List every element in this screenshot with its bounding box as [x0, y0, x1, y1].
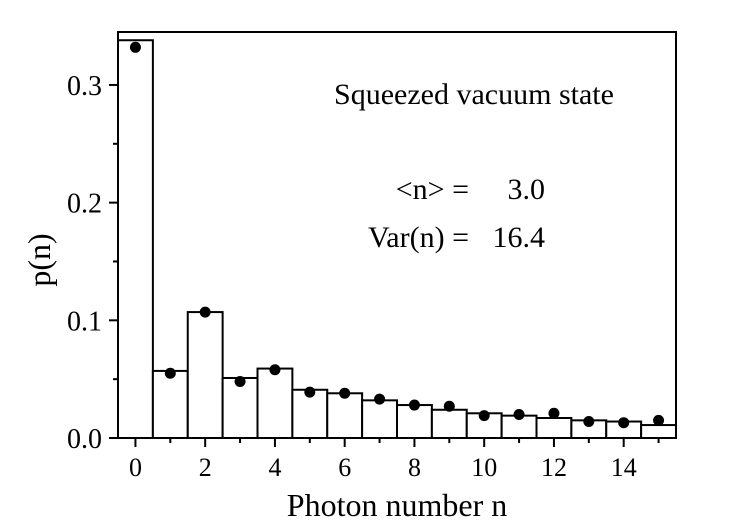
point-series: [129, 41, 665, 429]
y-axis-label: p(n): [21, 233, 57, 286]
point-n0: [129, 41, 141, 53]
point-n5: [304, 386, 316, 398]
point-n6: [339, 387, 351, 399]
point-n9: [443, 400, 455, 412]
mean-value: 3.0: [508, 173, 546, 206]
point-n2: [199, 306, 211, 318]
bar-n6: [326, 392, 364, 439]
bar-n9: [430, 408, 468, 440]
var-label: Var(n) =: [368, 221, 469, 254]
x-tick-label: 12: [541, 453, 567, 482]
x-tick-label: 0: [129, 453, 142, 482]
bar-n7: [361, 399, 398, 440]
bar-n0: [117, 39, 154, 440]
x-tick-label: 10: [471, 453, 497, 482]
point-n13: [583, 416, 595, 428]
y-tick-label: 0.3: [67, 71, 102, 102]
tick-labels: 0 2 4 6 8 10 12 14 0.0 0.1 0.2 0.3: [67, 71, 637, 482]
bar-n4: [256, 367, 294, 439]
chart-title: Squeezed vacuum state: [334, 78, 614, 111]
y-tick-label: 0.2: [67, 189, 102, 220]
point-n3: [234, 376, 246, 388]
point-n10: [478, 410, 490, 422]
point-n1: [164, 367, 176, 379]
mean-label: <n> =: [396, 173, 469, 206]
bar-n1: [151, 369, 189, 440]
point-n11: [513, 408, 525, 420]
plot-frame: [117, 31, 677, 439]
bar-n15: [640, 424, 677, 440]
x-tick-label: 14: [611, 453, 637, 482]
point-n4: [269, 364, 281, 376]
x-axis-label: Photon number n: [287, 487, 507, 523]
bar-n12: [535, 416, 573, 439]
x-tick-label: 4: [268, 453, 281, 482]
point-n7: [374, 393, 386, 405]
x-tick-label: 6: [338, 453, 351, 482]
var-value: 16.4: [493, 221, 546, 254]
bar-n2: [186, 311, 224, 439]
x-tick-label: 8: [408, 453, 421, 482]
point-n12: [548, 407, 560, 419]
x-tick-label: 2: [199, 453, 212, 482]
axis-ticks: [109, 83, 660, 447]
point-n15: [653, 414, 665, 426]
point-n8: [408, 399, 420, 411]
y-tick-label: 0.0: [67, 424, 102, 455]
point-n14: [618, 417, 630, 429]
y-tick-label: 0.1: [67, 306, 102, 337]
